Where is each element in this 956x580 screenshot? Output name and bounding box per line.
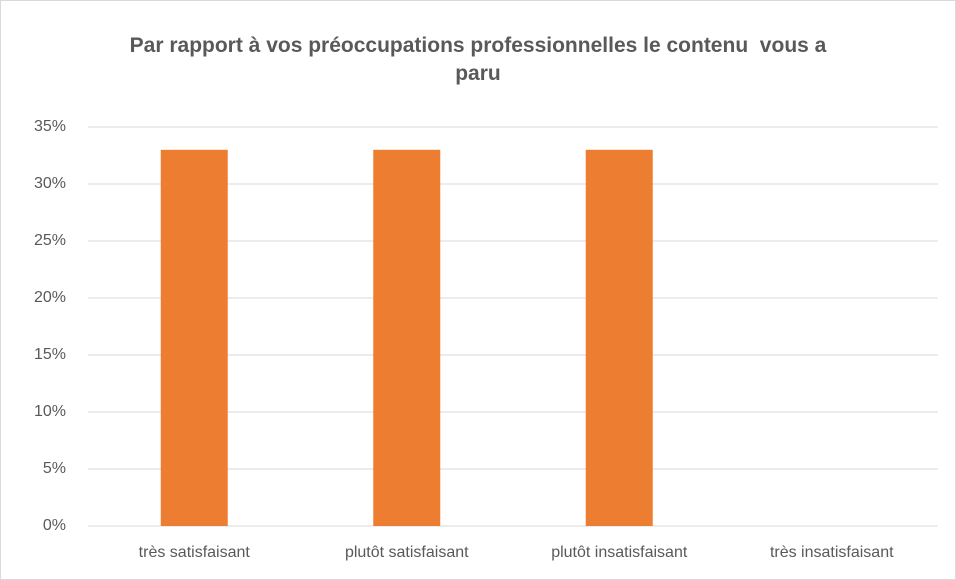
x-tick-label: très insatisfaisant <box>770 544 894 561</box>
y-tick-label: 10% <box>34 403 66 420</box>
x-tick-label: plutôt satisfaisant <box>345 544 469 561</box>
bar <box>160 149 228 527</box>
chart-title: Par rapport à vos préoccupations profess… <box>129 34 827 85</box>
y-tick-label: 15% <box>34 346 66 363</box>
y-tick-label: 25% <box>34 232 66 249</box>
bar <box>373 149 441 527</box>
y-tick-label: 5% <box>43 460 66 477</box>
y-tick-label: 35% <box>34 118 66 135</box>
x-tick-label: très satisfaisant <box>139 544 251 561</box>
x-tick-label: plutôt insatisfaisant <box>551 544 688 561</box>
y-tick-label: 30% <box>34 175 66 192</box>
y-tick-label: 20% <box>34 289 66 306</box>
y-tick-label: 0% <box>43 517 66 534</box>
bar <box>585 149 653 527</box>
